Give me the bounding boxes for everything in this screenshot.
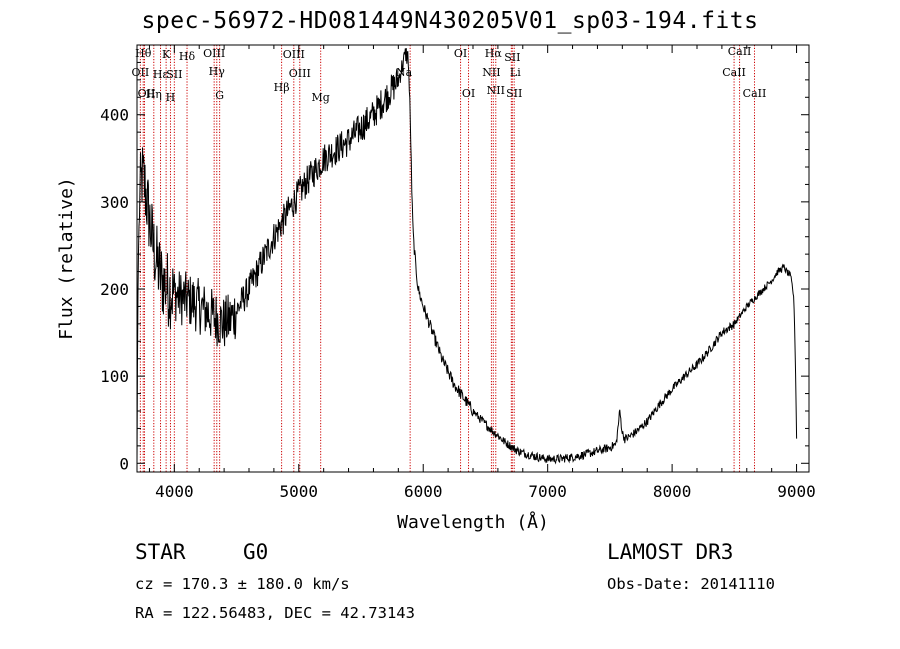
spectral-line-label: Hθ — [135, 47, 152, 60]
x-tick-label: 5000 — [280, 482, 319, 501]
spectral-line-label: H — [166, 91, 176, 104]
spectral-line-label: OI — [454, 47, 467, 60]
x-tick-label: 6000 — [404, 482, 443, 501]
x-tick-label: 7000 — [528, 482, 567, 501]
spectral-line-label: OIII — [203, 47, 225, 60]
spectral-line-label: SII — [504, 51, 520, 64]
y-axis-label: Flux (relative) — [56, 177, 77, 340]
x-tick-label: 8000 — [653, 482, 692, 501]
coordinates: RA = 122.56483, DEC = 42.73143 — [135, 604, 415, 622]
spectral-line-label: SII — [166, 68, 182, 81]
spectral-line-label: Mg — [312, 91, 330, 104]
spectral-line-label: NII — [482, 66, 500, 79]
y-tick-label: 200 — [100, 280, 129, 299]
spectral-line-label: CaII — [743, 87, 767, 100]
chart-title: spec-56972-HD081449N430205V01_sp03-194.f… — [141, 8, 759, 34]
y-tick-label: 300 — [100, 193, 129, 212]
spectral-line-label: Li — [510, 66, 521, 79]
spectral-line-label: NII — [487, 84, 505, 97]
spectral-line-label: SII — [506, 87, 522, 100]
spectral-line-label: Hδ — [179, 50, 196, 63]
spectral-line-label: OII — [132, 66, 150, 79]
spectral-line-label: OIII — [289, 67, 311, 80]
object-subclass: G0 — [243, 540, 269, 564]
spectral-line-label: OIII — [283, 48, 305, 61]
object-class: STAR — [135, 540, 186, 564]
observation-date: Obs-Date: 20141110 — [607, 575, 775, 593]
spectral-line-label: Hη — [146, 88, 162, 101]
x-axis-label: Wavelength (Å) — [397, 511, 549, 533]
spectral-line-label: OI — [462, 87, 475, 100]
spectral-line-label: CaII — [722, 66, 746, 79]
spectrum-line — [136, 48, 798, 465]
survey-name: LAMOST DR3 — [607, 540, 734, 564]
y-tick-label: 100 — [100, 367, 129, 386]
x-tick-label: 9000 — [777, 482, 816, 501]
spectral-line-label: Hγ — [209, 65, 226, 78]
y-tick-label: 400 — [100, 106, 129, 125]
spectral-line-label: Na — [396, 66, 413, 79]
spectral-line-label: OII — [138, 87, 156, 100]
y-tick-label: 0 — [119, 454, 129, 473]
spectral-line-label: Hβ — [274, 81, 290, 94]
redshift-velocity: cz = 170.3 ± 180.0 km/s — [135, 575, 350, 593]
x-tick-label: 4000 — [155, 482, 194, 501]
spectral-line-label: CaII — [728, 45, 752, 58]
spectral-line-label: G — [215, 89, 224, 102]
spectral-line-label: K — [162, 48, 171, 61]
spectral-line-label: Hε — [153, 68, 169, 81]
plot-frame — [136, 44, 810, 473]
spectral-line-label: Hα — [485, 47, 503, 60]
